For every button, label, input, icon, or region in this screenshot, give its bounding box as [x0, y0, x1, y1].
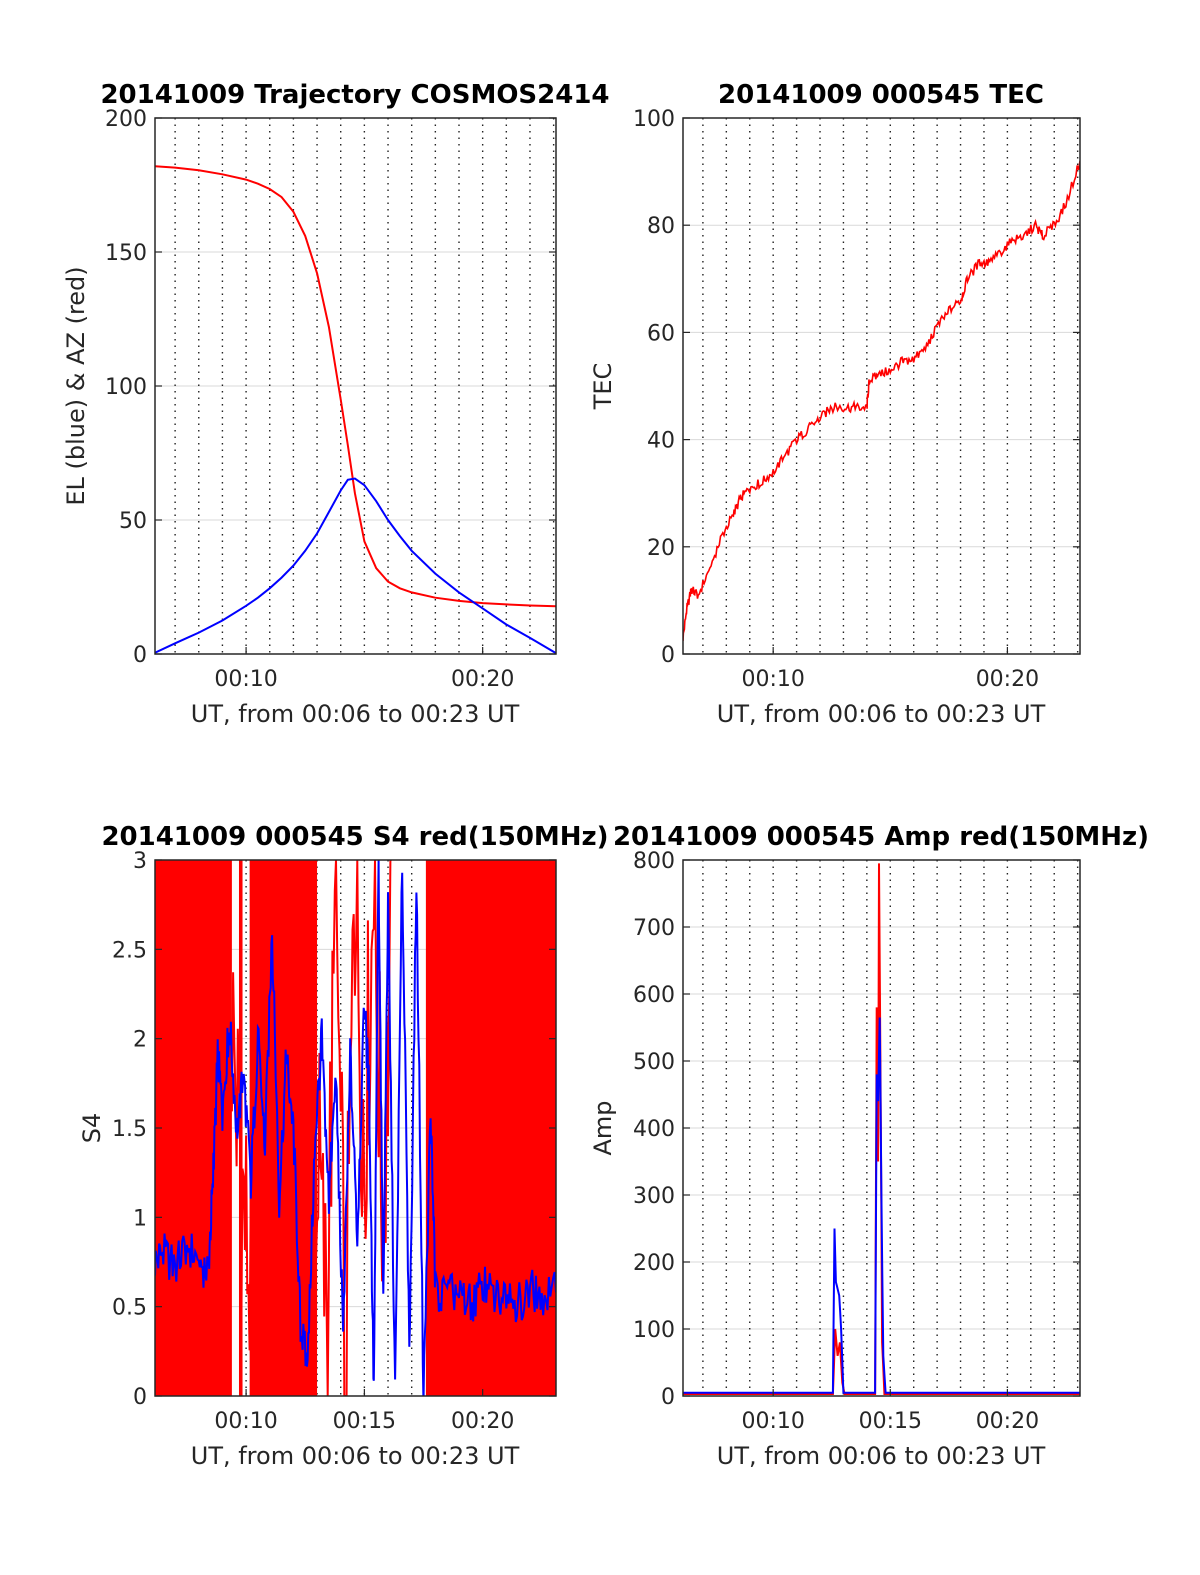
y-tick-label: 100: [105, 375, 147, 400]
x-tick-label: 00:20: [451, 1409, 514, 1434]
x-axis-label: UT, from 00:06 to 00:23 UT: [191, 1442, 520, 1470]
axes-box: [682, 117, 1081, 655]
y-tick-label: 700: [633, 916, 675, 941]
y-tick-label: 600: [633, 983, 675, 1008]
y-tick-label: 0: [133, 643, 147, 668]
y-tick-label: 1.5: [112, 1117, 147, 1142]
x-tick-label: 00:10: [741, 1409, 804, 1434]
red-s4-band: [425, 860, 556, 1396]
y-tick-label: 150: [105, 241, 147, 266]
y-tick-label: 400: [633, 1117, 675, 1142]
y-tick-label: 80: [647, 214, 675, 239]
y-tick-label: 300: [633, 1184, 675, 1209]
y-tick-label: 200: [105, 107, 147, 132]
y-tick-label: 200: [633, 1251, 675, 1276]
y-tick-label: 500: [633, 1050, 675, 1075]
plot-area: [155, 165, 556, 654]
y-tick-label: 1: [133, 1206, 147, 1231]
red-series-line: [155, 165, 556, 608]
trajectory-chart: 20141009 Trajectory COSMOS2414 UT, from …: [62, 80, 610, 728]
y-tick-label: 60: [647, 321, 675, 346]
y-tick-label: 2.5: [112, 938, 147, 963]
amp-chart: 20141009 000545 Amp red(150MHz) UT, from…: [589, 822, 1149, 1470]
tec-chart: 20141009 000545 TEC UT, from 00:06 to 00…: [589, 80, 1081, 728]
y-tick-label: 0: [133, 1385, 147, 1410]
plot-area: [683, 160, 1080, 642]
y-tick-label: 40: [647, 429, 675, 454]
chart-title: 20141009 000545 TEC: [718, 80, 1044, 110]
chart-title: 20141009 000545 S4 red(150MHz): [101, 822, 608, 852]
red-series-line: [683, 160, 1080, 642]
plot-area: [155, 860, 556, 1396]
x-tick-label: 00:15: [333, 1409, 396, 1434]
x-tick-label: 00:20: [451, 667, 514, 692]
y-tick-label: 0: [661, 643, 675, 668]
x-tick-label: 00:20: [976, 1409, 1039, 1434]
blue-series-line: [155, 860, 556, 1396]
red-s4-band: [155, 860, 232, 1396]
x-tick-label: 00:10: [214, 667, 277, 692]
y-tick-label: 0.5: [112, 1296, 147, 1321]
y-tick-label: 100: [633, 1318, 675, 1343]
y-tick-label: 100: [633, 107, 675, 132]
x-axis-label: UT, from 00:06 to 00:23 UT: [191, 700, 520, 728]
x-tick-label: 00:10: [214, 1409, 277, 1434]
y-axis-label: TEC: [589, 363, 617, 411]
red-s4-trace: [230, 860, 392, 1396]
y-axis-label: Amp: [589, 1100, 617, 1155]
s4-chart: 20141009 000545 S4 red(150MHz) UT, from …: [78, 822, 609, 1470]
x-tick-label: 00:10: [741, 667, 804, 692]
chart-title: 20141009 Trajectory COSMOS2414: [100, 80, 609, 110]
y-tick-label: 0: [661, 1385, 675, 1410]
x-axis-label: UT, from 00:06 to 00:23 UT: [717, 1442, 1046, 1470]
y-axis-label: EL (blue) & AZ (red): [62, 266, 90, 505]
y-axis-label: S4: [78, 1113, 106, 1144]
y-tick-label: 20: [647, 536, 675, 561]
x-axis-label: UT, from 00:06 to 00:23 UT: [717, 700, 1046, 728]
x-tick-label: 00:20: [976, 667, 1039, 692]
y-tick-label: 3: [133, 849, 147, 874]
x-tick-label: 00:15: [859, 1409, 922, 1434]
y-tick-label: 2: [133, 1028, 147, 1053]
y-tick-label: 50: [119, 509, 147, 534]
plot-area: [683, 863, 1080, 1395]
blue-series-line: [683, 1017, 1080, 1394]
y-tick-label: 800: [633, 849, 675, 874]
chart-title: 20141009 000545 Amp red(150MHz): [613, 822, 1149, 852]
blue-series-line: [155, 477, 556, 654]
